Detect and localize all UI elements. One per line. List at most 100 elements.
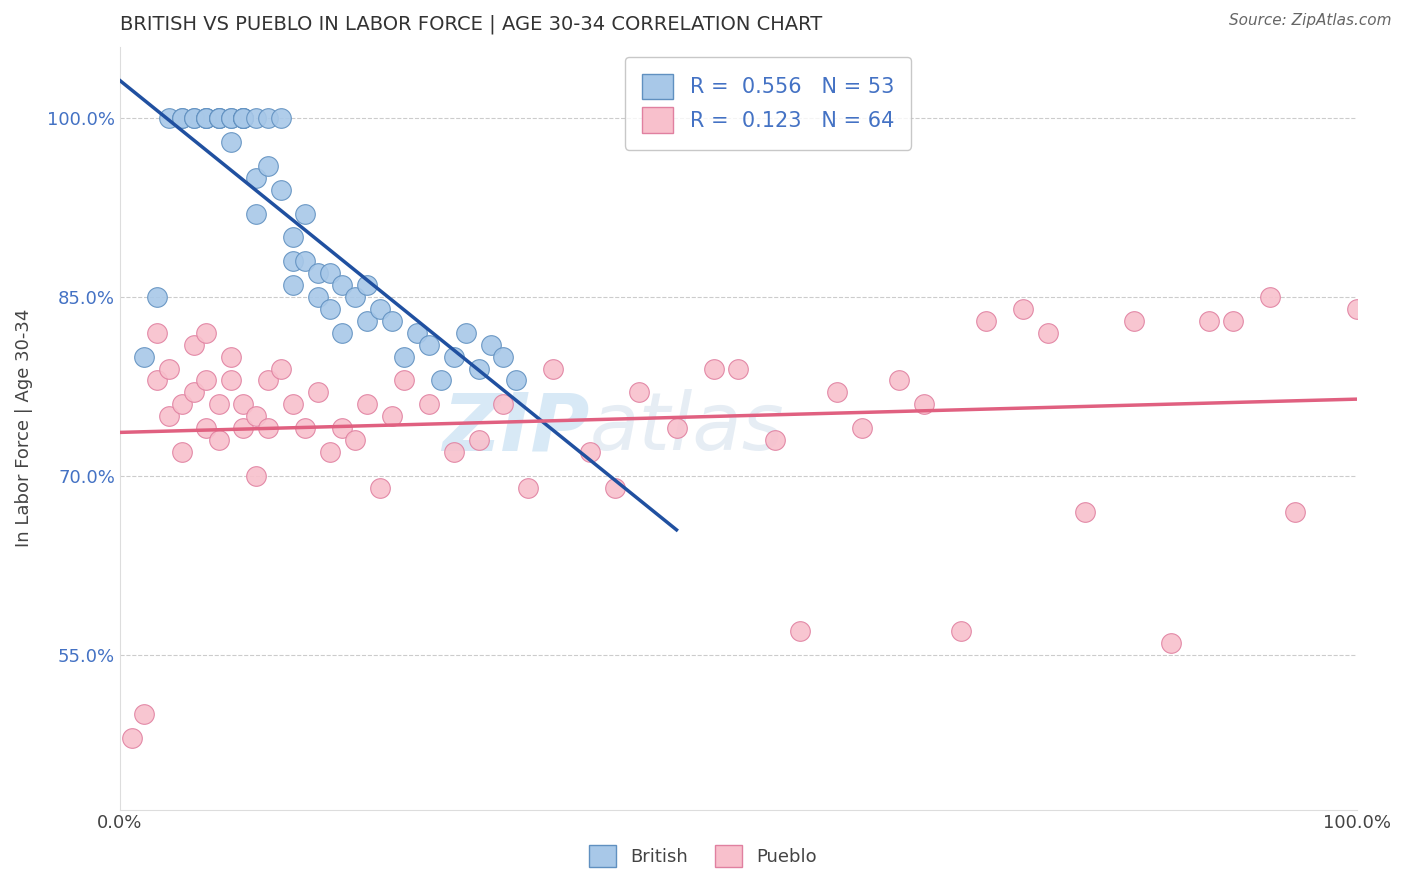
Point bbox=[195, 111, 218, 125]
Point bbox=[1160, 635, 1182, 649]
Point bbox=[219, 373, 242, 387]
Point bbox=[356, 397, 378, 411]
Point bbox=[170, 111, 193, 125]
Point bbox=[219, 135, 242, 149]
Legend: British, Pueblo: British, Pueblo bbox=[582, 838, 824, 874]
Point bbox=[146, 290, 169, 304]
Point bbox=[1036, 326, 1059, 340]
Point bbox=[443, 350, 465, 364]
Point bbox=[183, 385, 205, 400]
Point bbox=[257, 111, 280, 125]
Point bbox=[368, 301, 391, 316]
Point bbox=[245, 170, 267, 185]
Point bbox=[456, 326, 478, 340]
Point bbox=[541, 361, 564, 376]
Point bbox=[146, 326, 169, 340]
Text: atlas: atlas bbox=[591, 389, 785, 467]
Y-axis label: In Labor Force | Age 30-34: In Labor Force | Age 30-34 bbox=[15, 309, 32, 548]
Point bbox=[467, 433, 489, 447]
Point bbox=[270, 111, 292, 125]
Point bbox=[257, 373, 280, 387]
Point bbox=[134, 350, 156, 364]
Point bbox=[405, 326, 427, 340]
Point bbox=[157, 361, 180, 376]
Point bbox=[332, 278, 354, 293]
Point bbox=[170, 111, 193, 125]
Point bbox=[270, 361, 292, 376]
Point bbox=[765, 433, 787, 447]
Point bbox=[343, 433, 366, 447]
Point bbox=[245, 468, 267, 483]
Point bbox=[183, 337, 205, 351]
Point bbox=[418, 337, 440, 351]
Point bbox=[1123, 314, 1146, 328]
Point bbox=[195, 373, 218, 387]
Point bbox=[195, 326, 218, 340]
Point bbox=[603, 481, 626, 495]
Point bbox=[245, 111, 267, 125]
Point bbox=[183, 111, 205, 125]
Point bbox=[381, 314, 404, 328]
Point bbox=[418, 397, 440, 411]
Point bbox=[219, 350, 242, 364]
Point bbox=[281, 278, 304, 293]
Point bbox=[245, 409, 267, 424]
Point bbox=[332, 421, 354, 435]
Point bbox=[368, 481, 391, 495]
Point bbox=[912, 397, 935, 411]
Point bbox=[146, 373, 169, 387]
Point bbox=[467, 361, 489, 376]
Point bbox=[232, 111, 254, 125]
Point bbox=[257, 159, 280, 173]
Point bbox=[356, 314, 378, 328]
Point bbox=[950, 624, 973, 638]
Point bbox=[170, 397, 193, 411]
Point bbox=[232, 421, 254, 435]
Point bbox=[579, 445, 602, 459]
Point bbox=[219, 111, 242, 125]
Point bbox=[343, 290, 366, 304]
Point bbox=[1346, 301, 1368, 316]
Point bbox=[281, 230, 304, 244]
Text: Source: ZipAtlas.com: Source: ZipAtlas.com bbox=[1229, 13, 1392, 29]
Text: ZIP: ZIP bbox=[443, 389, 591, 467]
Point bbox=[430, 373, 453, 387]
Point bbox=[157, 409, 180, 424]
Point bbox=[1260, 290, 1282, 304]
Point bbox=[851, 421, 873, 435]
Point bbox=[257, 421, 280, 435]
Point bbox=[889, 373, 911, 387]
Point bbox=[356, 278, 378, 293]
Point bbox=[270, 183, 292, 197]
Point bbox=[232, 111, 254, 125]
Point bbox=[319, 301, 342, 316]
Point bbox=[1012, 301, 1035, 316]
Point bbox=[319, 266, 342, 280]
Point bbox=[134, 707, 156, 722]
Point bbox=[505, 373, 527, 387]
Point bbox=[1198, 314, 1220, 328]
Point bbox=[1074, 504, 1097, 518]
Point bbox=[394, 373, 416, 387]
Point bbox=[381, 409, 404, 424]
Point bbox=[232, 111, 254, 125]
Point bbox=[1284, 504, 1306, 518]
Point bbox=[789, 624, 811, 638]
Point bbox=[281, 397, 304, 411]
Point bbox=[232, 111, 254, 125]
Point bbox=[703, 361, 725, 376]
Point bbox=[1222, 314, 1244, 328]
Point bbox=[517, 481, 540, 495]
Point bbox=[183, 111, 205, 125]
Point bbox=[827, 385, 849, 400]
Point bbox=[394, 350, 416, 364]
Point bbox=[170, 445, 193, 459]
Point bbox=[219, 111, 242, 125]
Point bbox=[294, 206, 316, 220]
Point bbox=[195, 421, 218, 435]
Point bbox=[628, 385, 651, 400]
Point bbox=[208, 111, 231, 125]
Point bbox=[281, 254, 304, 268]
Point bbox=[332, 326, 354, 340]
Point bbox=[665, 421, 688, 435]
